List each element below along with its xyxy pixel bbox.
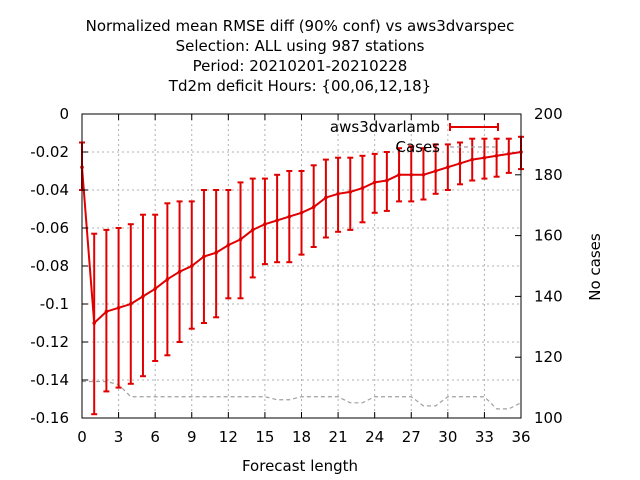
data-point bbox=[177, 269, 182, 274]
x-tick-label: 21 bbox=[329, 428, 348, 446]
axes: 0 3 6 9 12 15 18 21 24 27 30 33 360-0.02-0.04-0.06-0… bbox=[30, 105, 562, 446]
y2-tick-label: 160 bbox=[534, 227, 563, 245]
chart-title-line-1: Normalized mean RMSE diff (90% conf) vs … bbox=[85, 17, 515, 35]
data-point bbox=[324, 195, 328, 200]
data-point bbox=[128, 302, 133, 306]
y-tick-label: -0.06 bbox=[30, 219, 69, 237]
plot-border bbox=[81, 113, 522, 419]
y-tick-label: -0.14 bbox=[30, 371, 69, 389]
data-point bbox=[372, 180, 377, 185]
data-point bbox=[433, 169, 438, 173]
y-tick-label: -0.02 bbox=[30, 143, 69, 161]
y-tick-label: -0.12 bbox=[30, 333, 69, 351]
y2-tick-label: 140 bbox=[534, 287, 563, 305]
x-tick-label: 3 bbox=[114, 428, 124, 446]
data-point bbox=[299, 211, 304, 215]
y-tick-label: -0.08 bbox=[30, 257, 69, 275]
data-point bbox=[507, 152, 511, 156]
data-point bbox=[458, 161, 462, 166]
data-point bbox=[189, 264, 194, 268]
x-axis-label: Forecast length bbox=[242, 457, 358, 475]
y-tick-label: 0 bbox=[59, 105, 69, 123]
data-point bbox=[470, 157, 475, 162]
x-tick-label: 15 bbox=[255, 428, 274, 446]
x-tick-label: 33 bbox=[475, 428, 494, 446]
y-tick-label: -0.16 bbox=[30, 409, 69, 427]
data-point bbox=[92, 321, 96, 325]
y-tick-label: -0.1 bbox=[40, 295, 69, 313]
data-point bbox=[360, 186, 365, 190]
x-tick-label: 6 bbox=[150, 428, 160, 446]
cases-line bbox=[82, 380, 522, 410]
data-point bbox=[409, 173, 414, 177]
data-point bbox=[421, 173, 426, 177]
y2-tick-label: 180 bbox=[534, 166, 563, 184]
data-point bbox=[104, 309, 109, 314]
grid bbox=[82, 114, 521, 418]
y-tick-label: -0.04 bbox=[30, 181, 69, 199]
x-tick-label: 18 bbox=[292, 428, 311, 446]
x-tick-label: 12 bbox=[219, 428, 238, 446]
x-tick-label: 30 bbox=[438, 428, 457, 446]
x-tick-label: 27 bbox=[402, 428, 421, 446]
data-point bbox=[446, 165, 450, 169]
legend: aws3dvarlamb Cases bbox=[330, 118, 499, 156]
data-point bbox=[336, 192, 340, 196]
data-point bbox=[226, 243, 231, 247]
data-point bbox=[165, 277, 170, 282]
legend-label: aws3dvarlamb bbox=[330, 118, 440, 136]
y2-tick-label: 200 bbox=[534, 105, 563, 123]
data-point bbox=[348, 190, 353, 194]
x-tick-label: 24 bbox=[365, 428, 384, 446]
data-point bbox=[238, 237, 243, 242]
data-point bbox=[202, 254, 206, 259]
chart-title-line-2: Selection: ALL using 987 stations bbox=[175, 37, 425, 55]
data-point bbox=[482, 155, 487, 160]
data-point bbox=[494, 154, 499, 158]
data-point bbox=[275, 218, 279, 223]
data-point bbox=[153, 287, 157, 291]
chart-title-line-3: Period: 20210201-20210228 bbox=[192, 57, 408, 75]
y2-tick-label: 120 bbox=[534, 348, 563, 366]
cases-series bbox=[82, 380, 522, 410]
data-point bbox=[116, 306, 121, 310]
data-point bbox=[263, 222, 267, 226]
main-series bbox=[79, 135, 524, 416]
data-point bbox=[250, 228, 255, 232]
x-tick-label: 9 bbox=[187, 428, 197, 446]
data-point bbox=[214, 250, 218, 255]
legend-label: Cases bbox=[395, 138, 440, 156]
data-point bbox=[385, 178, 389, 183]
x-tick-label: 36 bbox=[511, 428, 530, 446]
data-point bbox=[141, 294, 145, 299]
chart-title-line-4: Td2m deficit Hours: {00,06,12,18} bbox=[168, 77, 432, 95]
y2-tick-label: 100 bbox=[534, 409, 563, 427]
y2-axis-label: No cases bbox=[586, 233, 604, 301]
x-tick-label: 0 bbox=[77, 428, 87, 446]
data-point bbox=[287, 214, 292, 219]
data-point bbox=[397, 173, 401, 177]
data-point bbox=[311, 205, 316, 209]
